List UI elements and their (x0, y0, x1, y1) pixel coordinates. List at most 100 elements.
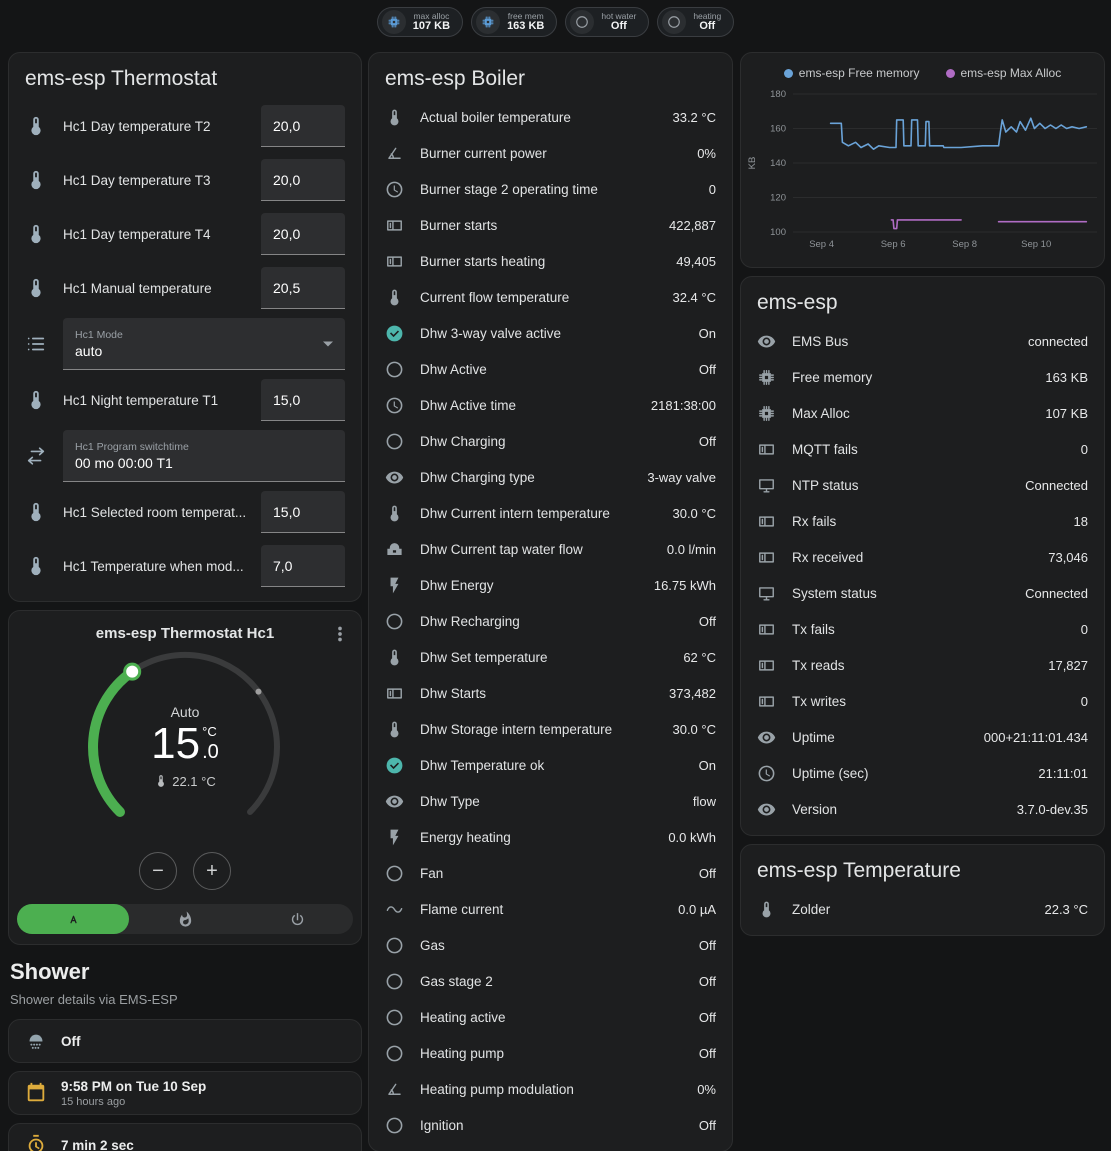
entity-row[interactable]: Dhw 3-way valve active On (369, 315, 732, 351)
entity-row[interactable]: Dhw Energy 16.75 kWh (369, 567, 732, 603)
entity-row[interactable]: Actual boiler temperature 33.2 °C (369, 99, 732, 135)
angle-icon (385, 144, 404, 163)
thermostat-row[interactable]: Hc1 Night temperature T1 15,0 15,0 (9, 373, 361, 427)
entity-row[interactable]: Dhw Set temperature 62 °C (369, 639, 732, 675)
shower-card[interactable]: 7 min 2 sec (8, 1123, 362, 1151)
circle-icon (385, 936, 404, 955)
entity-row[interactable]: Tx reads 17,827 (741, 647, 1104, 683)
entity-value: 0.0 l/min (666, 541, 716, 557)
badge-value: 107 KB (412, 19, 451, 32)
entity-label: Dhw Active time (420, 397, 517, 413)
entity-row[interactable]: Burner stage 2 operating time 0 (369, 171, 732, 207)
number-input[interactable]: 20,0 (261, 213, 345, 255)
entity-row[interactable]: Rx received 73,046 (741, 539, 1104, 575)
entity-row[interactable]: MQTT fails 0 (741, 431, 1104, 467)
entity-row[interactable]: Fan Off (369, 855, 732, 891)
entity-row[interactable]: Tx fails 0 (741, 611, 1104, 647)
header-badge[interactable]: max alloc 107 KB (376, 7, 464, 37)
entity-row[interactable]: Dhw Temperature ok On (369, 747, 732, 783)
entity-row[interactable]: Dhw Recharging Off (369, 603, 732, 639)
entity-row[interactable]: Heating pump Off (369, 1035, 732, 1071)
hvac-mode-button[interactable] (17, 904, 129, 934)
entity-row[interactable]: Burner current power 0% (369, 135, 732, 171)
entity-label: Dhw Storage intern temperature (420, 721, 613, 737)
entity-row[interactable]: NTP status Connected (741, 467, 1104, 503)
entity-row[interactable]: Rx fails 18 (741, 503, 1104, 539)
entity-value: 000+21:11:01.434 (983, 729, 1088, 745)
entity-value: 2181:38:00 (650, 397, 716, 413)
thermostat-row[interactable]: Hc1 Selected room temperat... 15,0 15,0 (9, 485, 361, 539)
entity-row[interactable]: Dhw Starts 373,482 (369, 675, 732, 711)
header-badge[interactable]: heating Off (657, 7, 735, 37)
eye-icon (757, 332, 776, 351)
legend-item[interactable]: ems-esp Max Alloc (945, 66, 1061, 80)
entity-row[interactable]: Gas Off (369, 927, 732, 963)
entity-row[interactable]: Ignition Off (369, 1107, 732, 1143)
thermostat-row[interactable]: auto Hc1 Mode auto (9, 315, 361, 373)
entity-row[interactable]: Flame current 0.0 µA (369, 891, 732, 927)
entity-row[interactable]: Tx writes 0 (741, 683, 1104, 719)
entity-row[interactable]: Dhw Charging Off (369, 423, 732, 459)
field-label: Hc1 Program switchtime (75, 440, 189, 453)
entity-row[interactable]: Dhw Charging type 3-way valve (369, 459, 732, 495)
thermostat-row[interactable]: 00 mo 00:00 T1 Hc1 Program switchtime 00… (9, 427, 361, 485)
number-input[interactable]: 15,0 (261, 491, 345, 533)
entity-row[interactable]: Gas stage 2 Off (369, 963, 732, 999)
entity-label: Dhw Current intern temperature (420, 505, 610, 521)
entity-row[interactable]: Heating pump modulation 0% (369, 1071, 732, 1107)
thermostat-row[interactable]: Hc1 Day temperature T2 20,0 20,0 (9, 99, 361, 153)
hvac-mode-button[interactable] (241, 904, 353, 934)
number-input[interactable]: 20,0 (261, 105, 345, 147)
decrease-temperature-button[interactable]: − (139, 852, 177, 890)
entity-row[interactable]: Free memory 163 KB (741, 359, 1104, 395)
thermostat-row[interactable]: Hc1 Manual temperature 20,5 20,5 (9, 261, 361, 315)
shower-card[interactable]: Off (8, 1019, 362, 1063)
entity-row[interactable]: Dhw Active time 2181:38:00 (369, 387, 732, 423)
entity-row[interactable]: Uptime (sec) 21:11:01 (741, 755, 1104, 791)
entity-row[interactable]: Dhw Current tap water flow 0.0 l/min (369, 531, 732, 567)
entity-row[interactable]: Dhw Current intern temperature 30.0 °C (369, 495, 732, 531)
entity-row[interactable]: System status Connected (741, 575, 1104, 611)
hvac-mode-button[interactable] (129, 904, 241, 934)
entity-row[interactable]: Burner starts heating 49,405 (369, 243, 732, 279)
number-input[interactable]: 20,5 (261, 267, 345, 309)
entity-label: MQTT fails (792, 441, 858, 457)
thermostat-row[interactable]: Hc1 Temperature when mod... 7,0 7,0 (9, 539, 361, 593)
chart-legend: ems-esp Free memory ems-esp Max Alloc (741, 53, 1104, 82)
field-input[interactable]: Hc1 Mode auto (63, 318, 345, 370)
number-input[interactable]: 20,0 (261, 159, 345, 201)
entity-row[interactable]: Dhw Type flow (369, 783, 732, 819)
entity-row[interactable]: Dhw Storage intern temperature 30.0 °C (369, 711, 732, 747)
entity-value: 0.0 µA (678, 901, 716, 917)
entity-row[interactable]: Heating active Off (369, 999, 732, 1035)
entity-row[interactable]: Version 3.7.0-dev.35 (741, 791, 1104, 827)
entity-row[interactable]: EMS Bus connected (741, 323, 1104, 359)
dial-handle[interactable] (123, 662, 142, 681)
entity-row[interactable]: Current flow temperature 32.4 °C (369, 279, 732, 315)
counter-icon (757, 548, 776, 567)
more-options-icon[interactable] (329, 623, 351, 645)
thermometer-icon (757, 900, 776, 919)
circle-icon (385, 612, 404, 631)
circle-icon (385, 1116, 404, 1135)
shower-card[interactable]: 9:58 PM on Tue 10 Sep 15 hours ago (8, 1071, 362, 1115)
entity-row[interactable]: Energy heating 0.0 kWh (369, 819, 732, 855)
entity-row[interactable]: Uptime 000+21:11:01.434 (741, 719, 1104, 755)
thermostat-row[interactable]: Hc1 Day temperature T3 20,0 20,0 (9, 153, 361, 207)
entity-row[interactable]: Max Alloc 107 KB (741, 395, 1104, 431)
entity-row[interactable]: Dhw Active Off (369, 351, 732, 387)
header-badge[interactable]: hot water Off (565, 7, 650, 37)
field-input[interactable]: Hc1 Program switchtime 00 mo 00:00 T1 (63, 430, 345, 482)
entity-label: Dhw Active (420, 361, 487, 377)
legend-dot (783, 68, 793, 78)
header-badge[interactable]: free mem 163 KB (471, 7, 558, 37)
thermometer-icon (25, 501, 47, 523)
thermostat-row[interactable]: Hc1 Day temperature T4 20,0 20,0 (9, 207, 361, 261)
entity-label: Ignition (420, 1117, 464, 1133)
legend-item[interactable]: ems-esp Free memory (783, 66, 920, 80)
increase-temperature-button[interactable]: + (193, 852, 231, 890)
number-input[interactable]: 15,0 (261, 379, 345, 421)
entity-row[interactable]: Zolder 22.3 °C (741, 891, 1104, 927)
number-input[interactable]: 7,0 (261, 545, 345, 587)
entity-row[interactable]: Burner starts 422,887 (369, 207, 732, 243)
